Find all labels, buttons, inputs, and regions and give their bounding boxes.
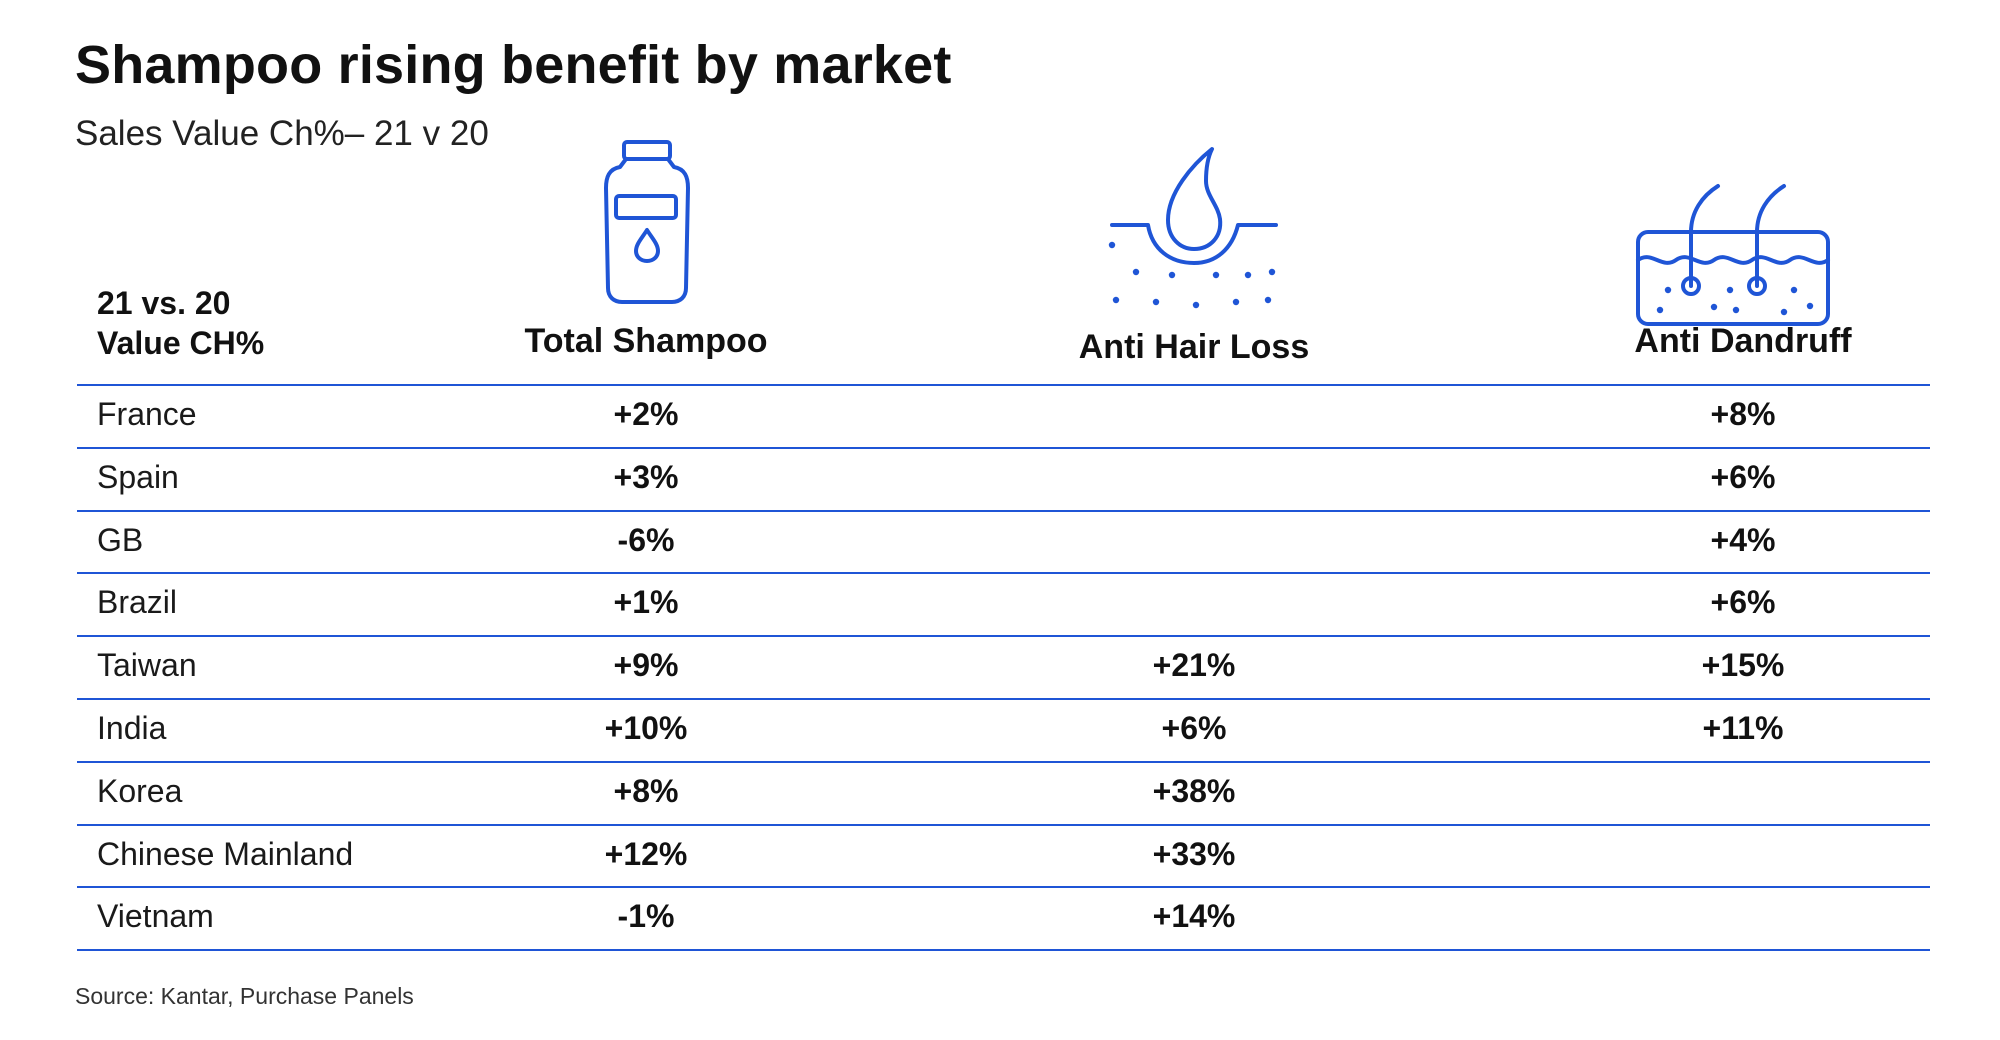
country-label: Brazil [97,584,178,621]
table-cell: +9% [613,647,679,684]
hair-follicle-icon [1634,182,1834,327]
table-rule [77,698,1930,700]
table-cell: +1% [613,584,679,621]
page-title: Shampoo rising benefit by market [75,35,952,95]
table-cell: +6% [1710,584,1776,621]
table-rule [77,635,1930,637]
table-cell: +8% [613,772,679,809]
row-header-line1: 21 vs. 20 [97,285,231,321]
table-cell: +14% [1152,898,1236,935]
table-cell: -6% [617,521,675,558]
table-cell: +12% [604,835,688,872]
table-rule [77,510,1930,512]
column-header-anti-dandruff: Anti Dandruff [1634,322,1852,360]
scalp-droplet-icon [1108,145,1278,310]
column-header-total-shampoo: Total Shampoo [524,322,768,360]
page-subtitle: Sales Value Ch%– 21 v 20 [75,114,489,153]
table-cell: +11% [1702,710,1784,746]
table-cell: -1% [617,898,675,935]
table-cell: +10% [604,710,688,746]
table-cell: +33% [1152,835,1236,872]
table-rule [77,447,1930,449]
country-label: Taiwan [97,647,197,684]
table-rule [77,824,1930,826]
shampoo-bottle-icon [600,140,694,305]
table-cell: +8% [1710,396,1776,432]
table-cell: +2% [613,396,679,432]
country-label: GB [97,521,144,558]
table-cell: +6% [1710,458,1776,495]
table-cell: +6% [1161,710,1227,746]
table-cell: +38% [1152,772,1236,809]
table-cell: +21% [1152,647,1236,684]
table-rule [77,761,1930,763]
column-header-anti-hair-loss: Anti Hair Loss [1078,328,1310,366]
row-header-line2: Value CH% [97,325,265,361]
source-note: Source: Kantar, Purchase Panels [75,983,414,1009]
country-label: Vietnam [97,898,214,935]
table-cell: +4% [1710,521,1776,558]
table-rule [77,384,1930,386]
country-label: France [97,396,197,432]
country-label: Spain [97,458,179,495]
table-rule [77,949,1930,951]
table-cell: +3% [613,458,679,495]
country-label: India [97,710,167,746]
country-label: Chinese Mainland [97,835,354,872]
country-label: Korea [97,772,183,809]
table-rule [77,886,1930,888]
table-cell: +15% [1701,647,1785,684]
table-rule [77,572,1930,574]
